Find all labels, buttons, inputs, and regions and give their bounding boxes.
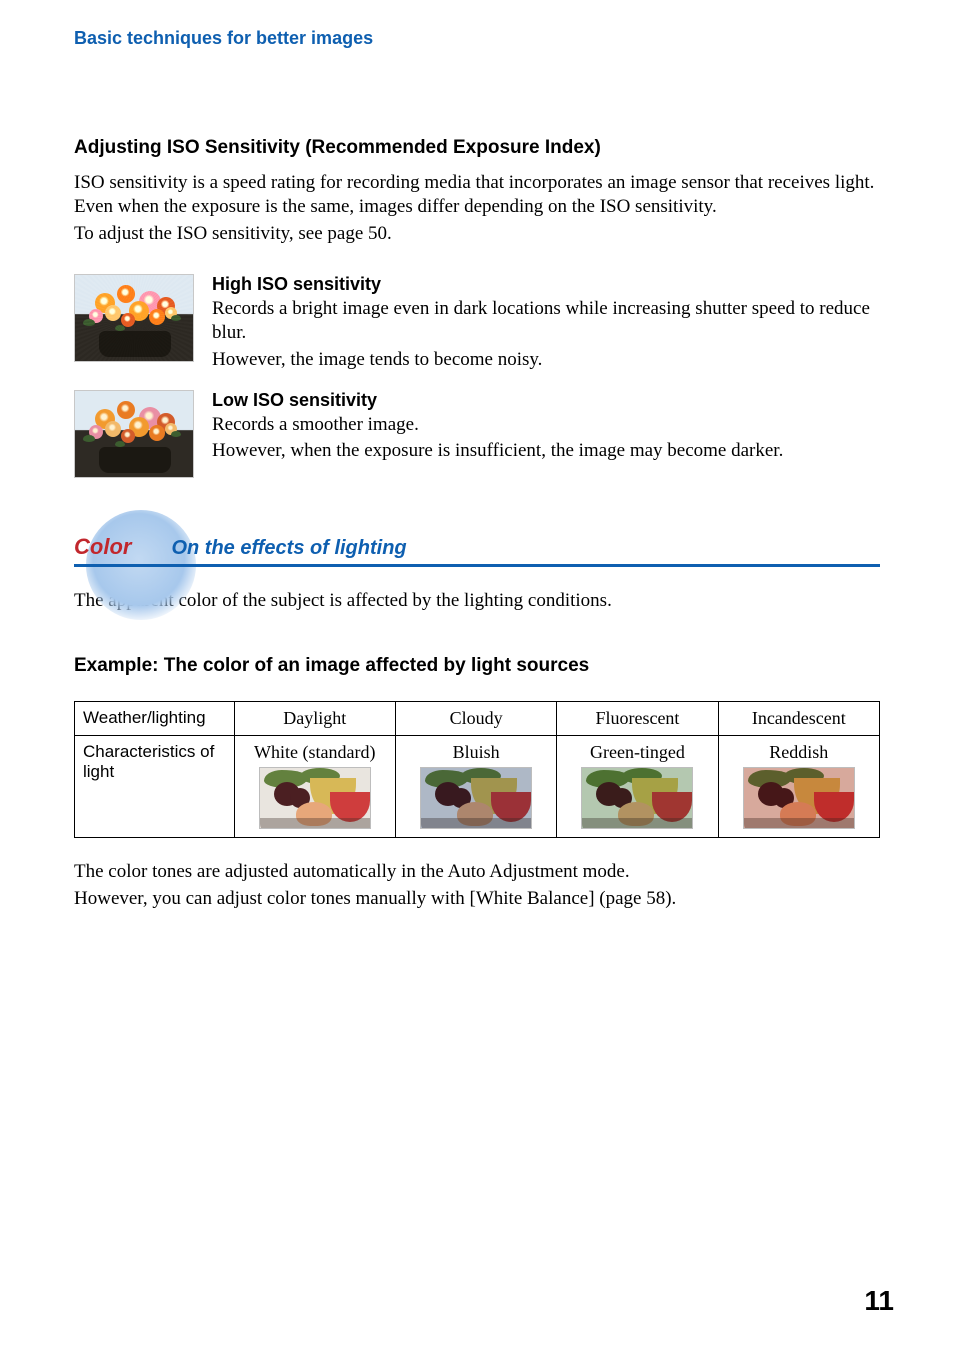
food-thumb (420, 767, 532, 829)
outro-1: The color tones are adjusted automatical… (74, 860, 880, 884)
flower-blossom (149, 425, 165, 441)
tint-overlay (744, 768, 854, 828)
lighting-cell: Cloudy (395, 702, 556, 736)
lighting-table: Weather/lightingDaylightCloudyFluorescen… (74, 701, 880, 838)
characteristic-label: Bluish (404, 742, 548, 763)
food-thumb (259, 767, 371, 829)
lighting-cell: Fluorescent (557, 702, 718, 736)
page-number: 11 (864, 1285, 894, 1317)
color-intro: The apparent color of the subject is aff… (74, 589, 880, 613)
flower-blossom (121, 429, 135, 443)
color-section-header: Color On the effects of lighting (74, 534, 880, 567)
characteristic-label: Green-tinged (565, 742, 709, 763)
high-iso-text-2: However, the image tends to become noisy… (212, 348, 880, 372)
low-iso-text-1: Records a smoother image. (212, 413, 880, 437)
food-thumb (743, 767, 855, 829)
iso-intro-1: ISO sensitivity is a speed rating for re… (74, 171, 880, 220)
flower-pot (99, 447, 171, 473)
characteristic-cell: Green-tinged (557, 736, 718, 838)
low-iso-row: Low ISO sensitivity Records a smoother i… (74, 390, 880, 478)
flower-leaf (115, 441, 125, 447)
tint-overlay (582, 768, 692, 828)
lighting-cell: Incandescent (718, 702, 879, 736)
food-thumb (581, 767, 693, 829)
table-row: Weather/lightingDaylightCloudyFluorescen… (75, 702, 880, 736)
high-iso-thumb (74, 274, 194, 362)
row-header-weather: Weather/lighting (75, 702, 235, 736)
low-iso-text-2: However, when the exposure is insufficie… (212, 439, 880, 463)
color-section-label: Color (74, 534, 131, 560)
food-shape (260, 818, 371, 829)
characteristic-label: White (standard) (243, 742, 387, 763)
iso-intro-2: To adjust the ISO sensitivity, see page … (74, 222, 880, 246)
outro-2: However, you can adjust color tones manu… (74, 887, 880, 911)
characteristic-label: Reddish (727, 742, 871, 763)
breadcrumb: Basic techniques for better images (74, 28, 880, 49)
characteristic-cell: Bluish (395, 736, 556, 838)
high-iso-text-1: Records a bright image even in dark loca… (212, 297, 880, 346)
tint-overlay (421, 768, 531, 828)
row-header-characteristics: Characteristics of light (75, 736, 235, 838)
lighting-cell: Daylight (234, 702, 395, 736)
flower-blossom (117, 401, 135, 419)
low-iso-heading: Low ISO sensitivity (212, 390, 880, 411)
high-iso-row: High ISO sensitivity Records a bright im… (74, 274, 880, 374)
color-section-subtitle: On the effects of lighting (171, 537, 406, 560)
iso-heading: Adjusting ISO Sensitivity (Recommended E… (74, 137, 880, 159)
example-heading: Example: The color of an image affected … (74, 655, 880, 677)
high-iso-heading: High ISO sensitivity (212, 274, 880, 295)
low-iso-thumb (74, 390, 194, 478)
flower-leaf (83, 435, 95, 442)
characteristic-cell: White (standard) (234, 736, 395, 838)
flower-blossom (105, 421, 121, 437)
noise-overlay (75, 275, 193, 361)
table-row: Characteristics of light White (standard)… (75, 736, 880, 838)
flower-leaf (171, 431, 181, 437)
characteristic-cell: Reddish (718, 736, 879, 838)
